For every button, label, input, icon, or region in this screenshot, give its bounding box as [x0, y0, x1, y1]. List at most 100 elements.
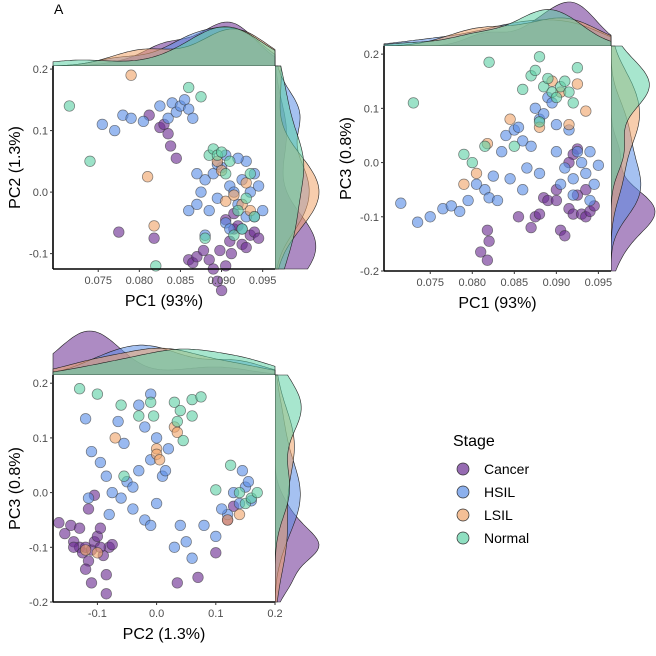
point-cancer: [481, 254, 494, 266]
point-cancer: [82, 503, 95, 515]
point-normal: [517, 83, 529, 96]
point-hsil: [257, 204, 269, 217]
y-tick-label: 0.2: [33, 378, 48, 390]
point-hsil: [118, 437, 130, 450]
point-cancer: [533, 208, 546, 220]
x-tick-label: 0.1: [208, 608, 223, 620]
point-cancer: [68, 541, 80, 553]
point-normal: [550, 91, 563, 104]
point-hsil: [252, 180, 265, 192]
x-axis-title: PC1 (93%): [458, 295, 536, 312]
point-normal: [529, 64, 541, 77]
point-hsil: [517, 184, 529, 196]
points: [395, 51, 605, 266]
point-hsil: [550, 146, 563, 158]
point-lsil: [563, 118, 575, 131]
top-density-normal: [52, 348, 276, 376]
point-normal: [91, 388, 104, 400]
point-cancer: [162, 128, 174, 140]
point-hsil: [127, 481, 139, 493]
point-normal: [145, 396, 157, 408]
x-tick-label: 0.075: [416, 277, 444, 289]
panel-pc1-pc2: 0.075 0.080 0.085 0.090 0.095 -0.1 0.0 0.1 0.2 PC…: [7, 21, 320, 310]
point-cancer: [197, 244, 210, 257]
point-cancer: [171, 577, 183, 589]
legend: Stage Cancer HSIL LSIL Normal: [453, 433, 529, 546]
point-hsil: [575, 156, 588, 169]
point-cancer: [481, 224, 494, 236]
x-tick-label: 0.085: [501, 277, 529, 289]
point-hsil: [559, 162, 571, 174]
point-normal: [236, 223, 248, 235]
point-hsil: [137, 115, 150, 128]
point-hsil: [139, 421, 151, 433]
legend-key-lsil: [456, 508, 470, 522]
x-tick-label: 0.090: [208, 275, 236, 287]
point-hsil: [216, 503, 228, 515]
legend-title: Stage: [453, 433, 495, 450]
point-normal: [244, 168, 256, 180]
point-lsil: [233, 508, 246, 521]
y-tick-label: -0.1: [360, 212, 379, 224]
point-normal: [215, 146, 228, 158]
y-axis-title: PC3 (0.8%): [7, 447, 24, 530]
point-lsil: [228, 189, 240, 201]
point-normal: [195, 391, 207, 403]
point-normal: [240, 192, 252, 204]
x-axis-title: PC2 (1.3%): [123, 626, 206, 643]
point-hsil: [454, 205, 466, 218]
point-cancer: [550, 194, 563, 207]
point-lsil: [148, 220, 160, 232]
point-hsil: [395, 197, 407, 209]
point-hsil: [178, 94, 191, 106]
point-hsil: [150, 497, 163, 510]
point-normal: [73, 383, 86, 395]
point-cancer: [113, 226, 125, 238]
y-tick-label: 0.1: [33, 433, 48, 445]
point-normal: [232, 204, 244, 217]
point-cancer: [79, 563, 92, 575]
point-hsil: [191, 168, 203, 180]
point-normal: [567, 97, 579, 109]
point-cancer: [170, 152, 182, 164]
point-cancer: [525, 221, 537, 234]
point-lsil: [220, 195, 232, 207]
point-hsil: [592, 159, 605, 171]
point-cancer: [100, 569, 112, 581]
point-lsil: [125, 69, 137, 81]
point-hsil: [236, 465, 249, 477]
point-hsil: [100, 470, 112, 482]
y-tick-label: 0.1: [364, 103, 379, 115]
point-cancer: [559, 230, 571, 242]
point-hsil: [210, 530, 222, 543]
point-normal: [483, 56, 495, 68]
x-tick-label: -0.1: [88, 608, 107, 620]
point-lsil: [504, 113, 516, 125]
point-hsil: [125, 112, 137, 124]
point-hsil: [174, 519, 186, 532]
point-hsil: [521, 162, 533, 174]
point-normal: [63, 100, 76, 112]
point-normal: [533, 51, 546, 63]
point-normal: [183, 81, 195, 94]
point-cancer: [214, 244, 226, 257]
y-tick-label: -0.2: [29, 597, 48, 609]
y-tick-label: 0.0: [33, 187, 48, 199]
point-lsil: [141, 171, 154, 183]
point-hsil: [183, 204, 195, 217]
point-hsil: [529, 102, 541, 114]
point-hsil: [186, 552, 198, 564]
point-hsil: [96, 118, 108, 131]
point-hsil: [109, 124, 121, 137]
point-cancer: [240, 241, 252, 254]
point-hsil: [512, 121, 525, 133]
point-normal: [228, 229, 240, 241]
point-hsil: [94, 456, 107, 469]
panel-pc1-pc3: 0.075 0.080 0.085 0.090 0.095 -0.2 -0.1 0.0 0.1 0…: [338, 1, 656, 312]
x-tick-label: 0.085: [167, 275, 195, 287]
legend-label-cancer: Cancer: [484, 461, 529, 477]
right-marginal-density: [274, 374, 320, 603]
point-normal: [542, 72, 554, 85]
point-cancer: [94, 522, 107, 534]
